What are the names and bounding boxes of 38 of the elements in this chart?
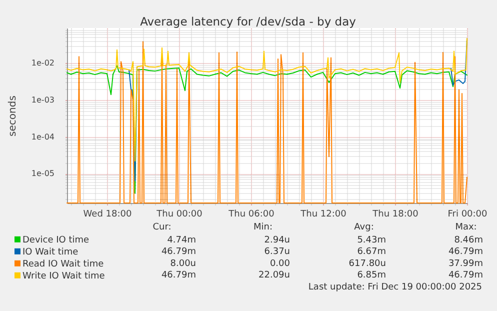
text: Max: xyxy=(455,222,477,233)
text: 8.46m xyxy=(454,235,483,246)
x-tick-label: Thu 12:00 xyxy=(300,210,347,220)
x-tick-label: Thu 18:00 xyxy=(372,210,419,220)
text: 6.37u xyxy=(264,247,290,258)
text: 46.79m xyxy=(161,247,196,258)
text: 4.74m xyxy=(167,235,196,246)
text: 8.00u xyxy=(170,258,196,269)
text: 6.67m xyxy=(357,247,386,258)
text: Last update: Fri Dec 19 00:00:00 2025 xyxy=(308,282,482,292)
legend-label: Write IO Wait time xyxy=(22,271,106,282)
x-tick-label: Thu 06:00 xyxy=(228,210,275,220)
y-tick-label: 1e-03 xyxy=(31,95,54,104)
x-tick-label: Wed 18:00 xyxy=(83,210,132,220)
text: 6.85m xyxy=(357,270,386,281)
legend-label: Read IO Wait time xyxy=(22,259,104,270)
y-tick-label: 1e-04 xyxy=(31,132,54,142)
text: 37.99m xyxy=(448,258,483,269)
text: 0.00 xyxy=(270,258,290,269)
y-tick-label: 1e-02 xyxy=(31,58,54,68)
legend-label: Device IO time xyxy=(22,235,90,246)
text: 617.80u xyxy=(348,258,386,269)
y-tick-label: 1e-05 xyxy=(31,169,54,178)
text: Cur: xyxy=(152,222,172,233)
legend-label: IO Wait time xyxy=(22,247,79,258)
x-tick-label: Fri 00:00 xyxy=(448,210,488,220)
chart-title: Average latency for /dev/sda - by day xyxy=(140,14,356,28)
line-series xyxy=(66,38,468,162)
text: Avg: xyxy=(354,222,374,233)
text: 46.79m xyxy=(161,270,196,281)
text: 22.09u xyxy=(258,270,290,281)
text: 46.79m xyxy=(448,247,483,258)
x-tick-label: Thu 00:00 xyxy=(156,210,203,220)
text: Min: xyxy=(253,222,273,233)
text: 2.94u xyxy=(264,235,290,246)
text: 46.79m xyxy=(448,270,483,281)
y-axis-title: seconds xyxy=(7,96,18,136)
text: 5.43m xyxy=(357,235,386,246)
